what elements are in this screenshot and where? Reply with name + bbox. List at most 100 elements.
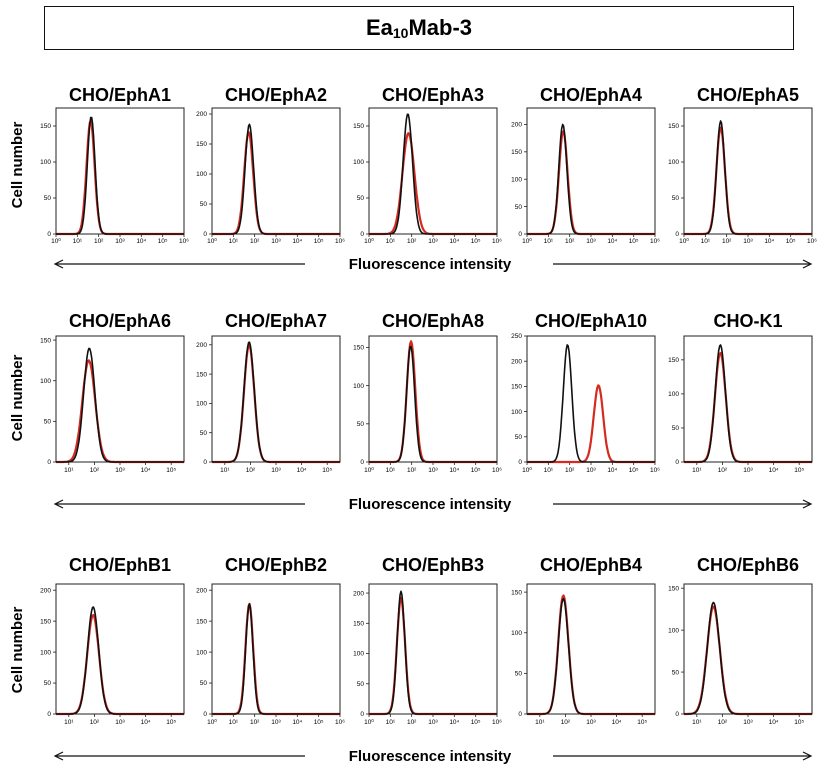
arrow-head-right: [802, 259, 813, 269]
histogram-panel: CHO-K1 0 50 100 150 10¹ 10² 10³ 10⁴ 10⁵: [668, 311, 813, 474]
x-axis-label: Fluorescence intensity: [349, 748, 512, 765]
y-tick-label: 150: [40, 618, 51, 625]
y-tick-label: 200: [196, 587, 207, 594]
x-tick-label: 10¹: [73, 238, 83, 245]
x-tick-label: 10¹: [535, 719, 545, 726]
sample-histogram-line: [683, 126, 813, 236]
x-tick-label: 10¹: [544, 238, 554, 245]
y-tick-label: 100: [196, 649, 207, 656]
y-tick-label: 150: [353, 345, 364, 352]
plot-frame: [683, 335, 813, 463]
y-tick-label: 100: [196, 401, 207, 408]
panel-title: CHO/EphA8: [382, 311, 484, 331]
sample-histogram-line: [368, 596, 498, 716]
y-tick-label: 200: [196, 111, 207, 118]
y-tick-label: 200: [196, 342, 207, 349]
y-tick-label: 0: [360, 711, 364, 718]
y-tick-label: 100: [40, 649, 51, 656]
y-axis-label: Cell number: [9, 354, 26, 441]
y-tick-label: 150: [511, 384, 522, 391]
x-tick-label: 10⁰: [364, 237, 374, 245]
y-tick-label: 100: [668, 159, 679, 166]
x-tick-label: 10³: [271, 238, 281, 245]
x-tick-label: 10⁰: [51, 237, 61, 245]
sample-histogram-line: [211, 602, 341, 716]
histogram-panel: CHO/EphA8 0 50 100 150 10⁰ 10¹ 10² 10³ 10⁴ 10⁵ 10⁶: [353, 311, 502, 474]
y-tick-label: 200: [511, 122, 522, 129]
x-tick-label: 10⁵: [786, 238, 796, 245]
y-tick-label: 100: [511, 176, 522, 183]
sample-histogram-line: [368, 132, 498, 236]
histogram-panel: CHO/EphB3 0 50 100 150 200 10⁰ 10¹ 10² 10³ 10⁴ 10⁵ 1…: [353, 555, 502, 726]
sample-histogram-line: [211, 344, 341, 464]
sample-histogram-line: [683, 352, 813, 464]
sample-histogram-line: [526, 130, 656, 236]
sample-histogram-line: [55, 119, 185, 236]
x-tick-label: 10⁶: [492, 467, 502, 474]
y-tick-label: 100: [353, 383, 364, 390]
panel-title: CHO/EphA2: [225, 85, 327, 105]
x-tick-label: 10²: [722, 238, 732, 245]
panel-title: CHO/EphB1: [69, 555, 171, 575]
x-tick-label: 10²: [94, 238, 104, 245]
x-tick-label: 10²: [407, 467, 417, 474]
x-tick-label: 10³: [115, 238, 125, 245]
plot-frame: [211, 107, 341, 235]
y-tick-label: 50: [672, 195, 680, 202]
arrow-head-left: [53, 259, 64, 269]
x-tick-label: 10⁴: [764, 238, 774, 245]
x-tick-label: 10⁴: [449, 719, 459, 726]
y-tick-label: 0: [203, 711, 207, 718]
plot-frame: [683, 107, 813, 235]
panel-title: CHO/EphA3: [382, 85, 484, 105]
x-tick-label: 10³: [743, 719, 753, 726]
x-tick-label: 10³: [428, 467, 438, 474]
x-tick-label: 10¹: [64, 467, 74, 474]
plot-frame: [55, 107, 185, 235]
y-tick-label: 0: [203, 231, 207, 238]
control-histogram-line: [527, 123, 655, 235]
y-tick-label: 50: [672, 425, 680, 432]
y-tick-label: 150: [196, 618, 207, 625]
x-tick-label: 10⁵: [158, 238, 168, 245]
panel-title: CHO-K1: [713, 311, 782, 331]
panel-title: CHO/EphB4: [540, 555, 642, 575]
x-tick-label: 10⁶: [650, 467, 660, 474]
y-tick-label: 150: [353, 123, 364, 130]
sample-histogram-line: [683, 605, 813, 716]
control-histogram-line: [212, 603, 340, 715]
histogram-panel: CHO/EphB2 0 50 100 150 200 10⁰ 10¹ 10² 10³ 10⁴ 10⁵ 1…: [196, 555, 345, 726]
x-tick-label: 10²: [407, 238, 417, 245]
sample-histogram-line: [55, 359, 185, 464]
plot-frame: [526, 583, 656, 715]
y-tick-label: 0: [47, 711, 51, 718]
y-tick-label: 50: [357, 681, 365, 688]
control-histogram-line: [212, 123, 340, 235]
x-tick-label: 10²: [565, 467, 575, 474]
x-tick-label: 10⁰: [522, 466, 532, 474]
x-tick-label: 10⁵: [629, 238, 639, 245]
x-tick-label: 10⁴: [141, 467, 151, 474]
x-tick-label: 10⁵: [794, 719, 804, 726]
x-tick-label: 10¹: [386, 467, 396, 474]
x-tick-label: 10⁶: [492, 238, 502, 245]
x-tick-label: 10⁵: [166, 719, 176, 726]
y-tick-label: 0: [518, 231, 522, 238]
x-tick-label: 10⁴: [449, 467, 459, 474]
x-tick-label: 10²: [250, 719, 260, 726]
x-tick-label: 10⁰: [207, 718, 217, 726]
x-tick-label: 10³: [743, 467, 753, 474]
histogram-panel: CHO/EphA4 0 50 100 150 200 10⁰ 10¹ 10² 10³ 10⁴ 10⁵ 1…: [511, 85, 660, 245]
y-tick-label: 250: [511, 333, 522, 340]
control-histogram-line: [369, 345, 497, 463]
x-tick-label: 10²: [565, 238, 575, 245]
y-tick-label: 50: [44, 680, 52, 687]
x-tick-label: 10⁴: [769, 719, 779, 726]
x-tick-label: 10⁶: [335, 719, 345, 726]
plot-frame: [211, 335, 341, 463]
histogram-panel: CHO/EphA5 0 50 100 150 10⁰ 10¹ 10² 10³ 10⁴ 10⁵ 10⁶: [668, 85, 817, 245]
x-tick-label: 10³: [428, 719, 438, 726]
control-histogram-line: [56, 116, 184, 235]
y-tick-label: 150: [196, 141, 207, 148]
x-tick-label: 10⁰: [679, 237, 689, 245]
